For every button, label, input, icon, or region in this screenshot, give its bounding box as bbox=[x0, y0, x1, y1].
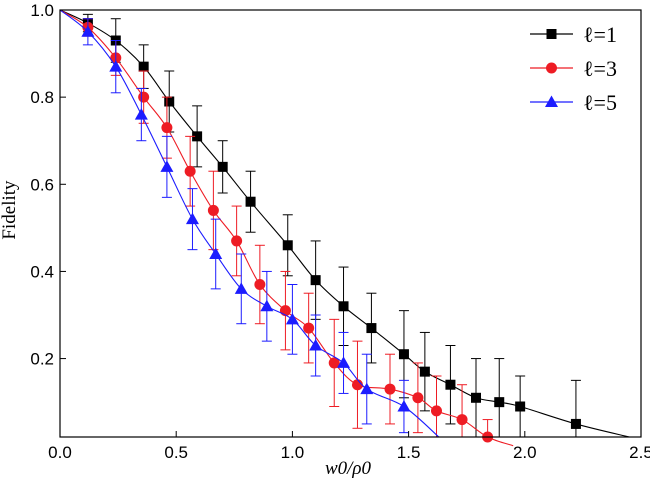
y-tick-label: 0.4 bbox=[30, 262, 54, 281]
data-point bbox=[310, 275, 321, 286]
data-point bbox=[209, 247, 223, 259]
x-tick-label: 2.0 bbox=[513, 443, 537, 462]
y-tick-label: 0.6 bbox=[30, 175, 54, 194]
data-point bbox=[309, 339, 323, 351]
data-point bbox=[217, 161, 228, 172]
data-point bbox=[456, 414, 468, 426]
data-point bbox=[192, 131, 203, 142]
legend: ℓ=1 ℓ=3 ℓ=5 bbox=[530, 22, 617, 115]
data-point bbox=[412, 392, 424, 404]
x-tick-label: 0.0 bbox=[48, 443, 72, 462]
data-point bbox=[419, 366, 430, 377]
data-point bbox=[384, 383, 396, 395]
series-triangle bbox=[59, 9, 440, 438]
data-point bbox=[164, 96, 175, 107]
data-point bbox=[282, 240, 293, 251]
y-axis-title: Fidelity bbox=[0, 180, 20, 240]
legend-label: ℓ=5 bbox=[583, 90, 617, 115]
data-point bbox=[430, 405, 442, 417]
x-tick-label: 2.5 bbox=[629, 443, 650, 462]
data-point bbox=[245, 196, 256, 207]
x-axis-title: w0/ρ0 bbox=[325, 458, 372, 479]
x-tick-label: 0.5 bbox=[164, 443, 188, 462]
data-point bbox=[570, 418, 581, 429]
legend-marker bbox=[546, 29, 557, 39]
data-point bbox=[138, 61, 149, 72]
data-point bbox=[337, 356, 351, 368]
y-tick-label: 0.8 bbox=[30, 88, 54, 107]
data-point bbox=[160, 160, 174, 172]
ticks-layer: 0.0 0.5 1.0 1.5 2.0 2.5 0.2 0.4 0.6 0.8 1.0 bbox=[30, 1, 650, 462]
legend-label: ℓ=3 bbox=[583, 56, 617, 81]
legend-item: ℓ=5 bbox=[530, 90, 617, 115]
data-point bbox=[285, 312, 299, 325]
x-tick-label: 1.0 bbox=[281, 443, 305, 462]
data-point bbox=[231, 235, 243, 247]
y-tick-label: 0.2 bbox=[30, 350, 54, 369]
legend-marker bbox=[546, 62, 557, 74]
data-point bbox=[184, 165, 196, 177]
data-point bbox=[134, 108, 148, 120]
data-point bbox=[138, 91, 150, 103]
data-point bbox=[81, 25, 95, 37]
data-point bbox=[207, 204, 219, 216]
legend-marker bbox=[545, 95, 558, 107]
data-point bbox=[260, 299, 274, 312]
legend-item: ℓ=3 bbox=[530, 56, 617, 81]
data-point bbox=[515, 401, 526, 412]
data-point bbox=[445, 379, 456, 390]
data-point bbox=[360, 382, 374, 395]
data-point bbox=[398, 349, 409, 360]
plot-frame bbox=[59, 9, 642, 438]
data-point bbox=[234, 282, 248, 294]
data-point bbox=[351, 379, 363, 391]
data-point bbox=[397, 400, 411, 412]
data-point bbox=[338, 301, 349, 312]
data-point bbox=[109, 60, 123, 72]
x-tick-label: 1.5 bbox=[397, 443, 421, 462]
data-point bbox=[161, 122, 173, 134]
y-tick-label: 1.0 bbox=[30, 1, 54, 20]
data-point bbox=[303, 322, 315, 334]
data-point bbox=[494, 397, 505, 408]
legend-item: ℓ=1 bbox=[530, 22, 617, 47]
data-point bbox=[470, 392, 481, 403]
data-point bbox=[366, 323, 377, 334]
data-point bbox=[328, 357, 340, 369]
data-point bbox=[254, 279, 266, 290]
data-point bbox=[185, 212, 199, 225]
legend-label: ℓ=1 bbox=[583, 22, 617, 47]
